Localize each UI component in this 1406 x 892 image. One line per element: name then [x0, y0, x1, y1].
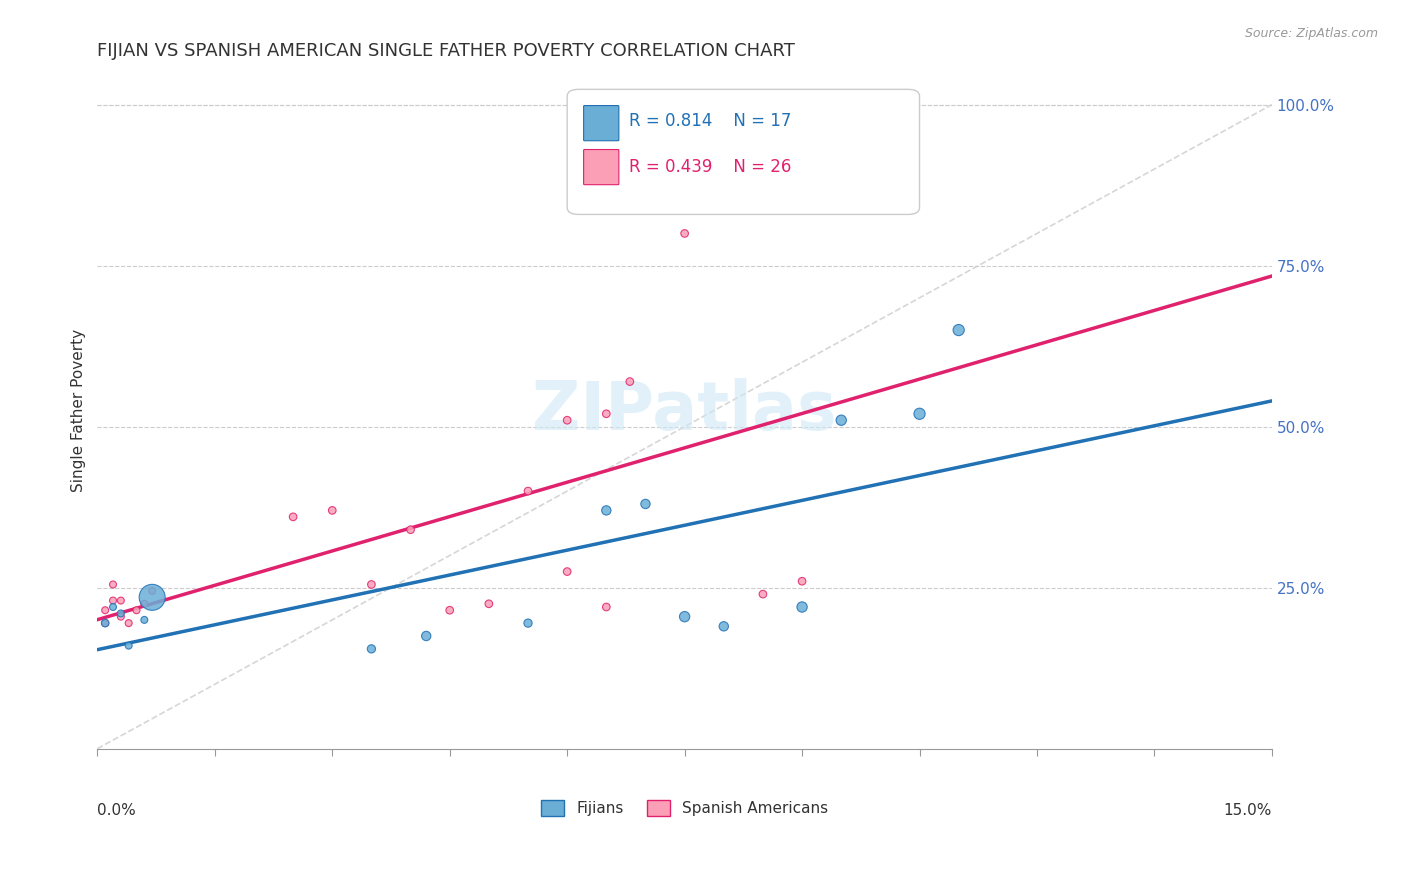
Spanish Americans — [399, 523, 422, 537]
Fijians — [415, 629, 437, 643]
Text: ZIPatlas: ZIPatlas — [533, 377, 837, 443]
Spanish Americans — [517, 484, 540, 499]
Spanish Americans — [141, 583, 163, 598]
Legend: Fijians, Spanish Americans: Fijians, Spanish Americans — [536, 794, 834, 822]
Y-axis label: Single Father Poverty: Single Father Poverty — [72, 329, 86, 492]
FancyBboxPatch shape — [567, 89, 920, 214]
Text: R = 0.439    N = 26: R = 0.439 N = 26 — [630, 158, 792, 176]
FancyBboxPatch shape — [583, 150, 619, 185]
Spanish Americans — [823, 155, 845, 169]
Spanish Americans — [134, 597, 156, 611]
Fijians — [948, 323, 970, 337]
Fijians — [595, 503, 617, 517]
Spanish Americans — [790, 574, 813, 589]
Spanish Americans — [439, 603, 461, 617]
Fijians — [110, 607, 132, 621]
Fijians — [790, 599, 813, 614]
Fijians — [673, 609, 696, 624]
Spanish Americans — [281, 509, 304, 524]
Spanish Americans — [101, 577, 124, 591]
Text: Source: ZipAtlas.com: Source: ZipAtlas.com — [1244, 27, 1378, 40]
Spanish Americans — [110, 609, 132, 624]
Fijians — [118, 639, 141, 653]
Spanish Americans — [110, 593, 132, 607]
Spanish Americans — [321, 503, 343, 517]
Fijians — [134, 613, 156, 627]
Text: FIJIAN VS SPANISH AMERICAN SINGLE FATHER POVERTY CORRELATION CHART: FIJIAN VS SPANISH AMERICAN SINGLE FATHER… — [97, 42, 796, 60]
Fijians — [830, 413, 852, 427]
Spanish Americans — [94, 616, 117, 631]
Fijians — [517, 616, 540, 631]
Fijians — [101, 599, 124, 614]
FancyBboxPatch shape — [583, 105, 619, 141]
Spanish Americans — [555, 565, 578, 579]
Spanish Americans — [555, 413, 578, 427]
Spanish Americans — [101, 593, 124, 607]
Text: 15.0%: 15.0% — [1223, 803, 1272, 818]
Spanish Americans — [94, 603, 117, 617]
Fijians — [713, 619, 735, 633]
Fijians — [634, 497, 657, 511]
Spanish Americans — [478, 597, 501, 611]
Spanish Americans — [595, 407, 617, 421]
Fijians — [94, 616, 117, 631]
Spanish Americans — [619, 375, 641, 389]
Text: R = 0.814    N = 17: R = 0.814 N = 17 — [630, 112, 792, 130]
Spanish Americans — [360, 577, 382, 591]
Spanish Americans — [673, 227, 696, 241]
Fijians — [141, 591, 163, 605]
Spanish Americans — [595, 599, 617, 614]
Text: 0.0%: 0.0% — [97, 803, 136, 818]
Fijians — [908, 407, 931, 421]
Spanish Americans — [125, 603, 148, 617]
Fijians — [360, 641, 382, 656]
Spanish Americans — [118, 616, 141, 631]
Spanish Americans — [752, 587, 775, 601]
